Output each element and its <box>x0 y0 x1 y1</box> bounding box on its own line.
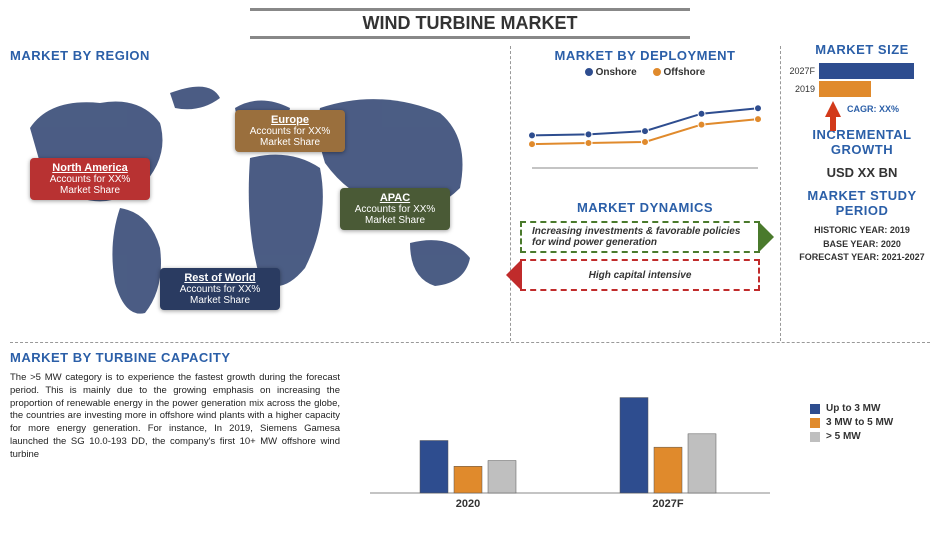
dynamics-driver: Increasing investments & favorable polic… <box>520 221 760 253</box>
region-box-apac: APACAccounts for XX%Market Share <box>340 188 450 230</box>
study-period-values: HISTORIC YEAR: 2019 BASE YEAR: 2020 FORE… <box>787 224 937 265</box>
svg-text:2027F: 2027F <box>652 498 683 510</box>
region-box-north-america: North AmericaAccounts for XX%Market Shar… <box>30 158 150 200</box>
deployment-panel: MARKET BY DEPLOYMENT Onshore Offshore <box>520 48 770 193</box>
deployment-legend: Onshore Offshore <box>520 67 770 78</box>
capacity-label: MARKET BY TURBINE CAPACITY <box>10 350 930 365</box>
market-size-label: MARKET SIZE <box>787 42 937 57</box>
up-arrow-icon <box>825 101 841 117</box>
capacity-chart: 2020 2027F <box>360 368 780 518</box>
legend-gt5: > 5 MW <box>810 431 930 442</box>
dynamics-label: MARKET DYNAMICS <box>520 200 770 215</box>
divider-vertical-1 <box>510 46 511 341</box>
capacity-description: The >5 MW category is to experience the … <box>10 372 340 462</box>
legend-offshore: Offshore <box>653 67 705 78</box>
dynamics-panel: MARKET DYNAMICS Increasing investments &… <box>520 200 770 297</box>
region-label: MARKET BY REGION <box>10 48 500 63</box>
cagr-label: CAGR: XX% <box>847 104 899 114</box>
legend-3to5: 3 MW to 5 MW <box>810 417 930 428</box>
incremental-label: INCREMENTAL GROWTH <box>787 127 937 157</box>
deployment-chart <box>520 80 770 180</box>
market-size-chart: 2027F 2019 <box>787 63 937 97</box>
divider-horizontal <box>10 342 930 343</box>
divider-vertical-2 <box>780 46 781 341</box>
incremental-value: USD XX BN <box>787 165 937 180</box>
region-panel: MARKET BY REGION North AmericaAccounts f… <box>10 48 500 328</box>
cagr-row: CAGR: XX% <box>787 101 937 117</box>
page-title: WIND TURBINE MARKET <box>250 8 690 39</box>
market-size-bar-2019: 2019 <box>787 81 937 97</box>
study-period-label: MARKET STUDY PERIOD <box>787 188 937 218</box>
legend-upto3: Up to 3 MW <box>810 403 930 414</box>
region-box-rest-of-world: Rest of WorldAccounts for XX%Market Shar… <box>160 268 280 310</box>
region-box-europe: EuropeAccounts for XX%Market Share <box>235 110 345 152</box>
deployment-label: MARKET BY DEPLOYMENT <box>520 48 770 63</box>
legend-onshore: Onshore <box>585 67 637 78</box>
svg-text:2020: 2020 <box>456 498 480 510</box>
dynamics-restraint: High capital intensive <box>520 259 760 291</box>
capacity-legend: Up to 3 MW 3 MW to 5 MW > 5 MW <box>810 400 930 445</box>
market-size-bar-2027F: 2027F <box>787 63 937 79</box>
capacity-panel: MARKET BY TURBINE CAPACITY The >5 MW cat… <box>10 350 930 365</box>
right-panel: MARKET SIZE 2027F 2019 CAGR: XX% INCREMEN… <box>787 42 937 265</box>
